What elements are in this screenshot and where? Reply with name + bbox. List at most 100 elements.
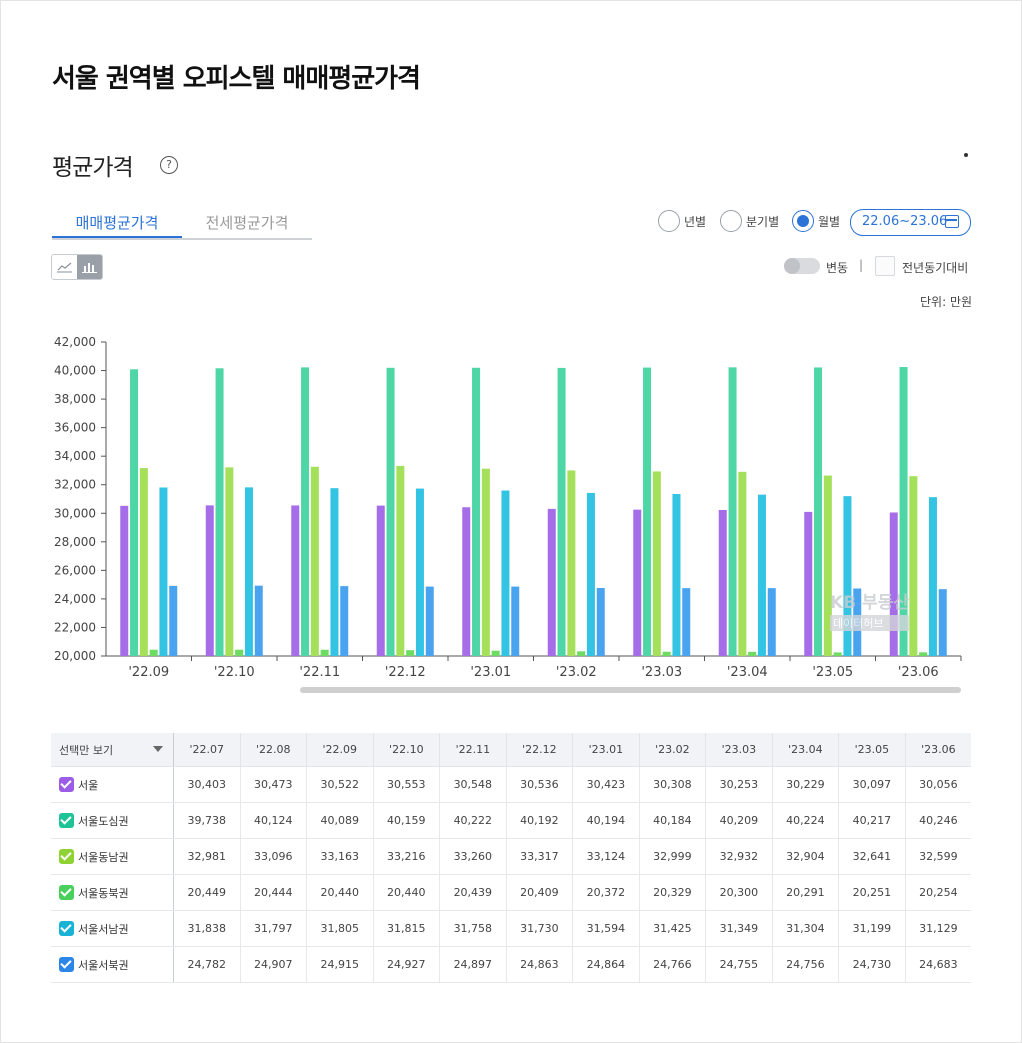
series-checkbox[interactable] bbox=[59, 849, 74, 864]
bar bbox=[130, 369, 139, 656]
bar bbox=[301, 367, 310, 656]
yoy-label: 전년동기대비 bbox=[902, 261, 969, 275]
controls-separator: | bbox=[859, 258, 864, 272]
table-cell: 30,522 bbox=[306, 766, 374, 803]
table-cell: 40,217 bbox=[838, 802, 906, 839]
series-name: 서울서북권 bbox=[78, 958, 129, 972]
y-tick-label: 32,000 bbox=[54, 478, 96, 492]
table-row: 서울서북권 24,782 24,907 24,915 24,927 24,897 24,86… bbox=[51, 946, 971, 983]
table-cell: 31,805 bbox=[306, 910, 374, 947]
menu-dot-icon[interactable] bbox=[964, 153, 968, 157]
bar bbox=[215, 368, 224, 656]
x-tick-label: '23.01 bbox=[470, 665, 511, 680]
table-cell: 31,838 bbox=[173, 910, 241, 947]
x-tick-label: '23.06 bbox=[898, 665, 939, 680]
table-cell: 30,097 bbox=[838, 766, 906, 803]
series-checkbox[interactable] bbox=[59, 921, 74, 936]
series-name: 서울동남권 bbox=[78, 850, 129, 864]
table-cell: 31,304 bbox=[771, 910, 839, 947]
series-checkbox[interactable] bbox=[59, 885, 74, 900]
series-checkbox[interactable] bbox=[59, 813, 74, 828]
table-cell: 24,927 bbox=[372, 946, 440, 983]
table-cell: 40,224 bbox=[771, 802, 839, 839]
table-header-month: '23.02 bbox=[638, 733, 706, 767]
y-tick-label: 30,000 bbox=[54, 506, 96, 520]
table-cell: 20,372 bbox=[572, 874, 640, 911]
bar-chart-icon bbox=[82, 263, 97, 273]
yoy-checkbox[interactable] bbox=[875, 256, 895, 276]
bar bbox=[225, 467, 234, 656]
bar bbox=[814, 367, 823, 656]
table-cell: 30,553 bbox=[372, 766, 440, 803]
bar bbox=[547, 508, 556, 656]
bar-chart: 20,000 22,000 24,000 26,000 28,000 30,000 32,0… bbox=[54, 335, 962, 680]
help-icon[interactable]: ? bbox=[160, 156, 178, 174]
table-cell: 20,329 bbox=[638, 874, 706, 911]
table-cell: 33,163 bbox=[306, 838, 374, 875]
bar-chart-button[interactable] bbox=[77, 255, 102, 279]
table-header-month: '23.01 bbox=[572, 733, 640, 767]
table-cell: 20,439 bbox=[439, 874, 507, 911]
radio-quarterly[interactable] bbox=[720, 210, 742, 232]
bar bbox=[425, 586, 434, 656]
table-cell: 32,932 bbox=[705, 838, 773, 875]
row-label-cell: 서울동남권 bbox=[51, 838, 174, 875]
page-title: 서울 권역별 오피스텔 매매평균가격 bbox=[52, 64, 421, 94]
date-range-picker[interactable]: 22.06~23.06 bbox=[850, 209, 971, 236]
table-cell: 20,291 bbox=[771, 874, 839, 911]
bar bbox=[728, 367, 737, 656]
table-cell: 30,473 bbox=[239, 766, 307, 803]
tab-sale-price[interactable]: 매매평균가격 bbox=[75, 214, 159, 232]
table-row: 서울동북권 20,449 20,444 20,440 20,440 20,439 20,40… bbox=[51, 874, 971, 911]
table-cell: 20,300 bbox=[705, 874, 773, 911]
table-cell: 31,349 bbox=[705, 910, 773, 947]
bar bbox=[406, 650, 415, 656]
select-only-dropdown[interactable]: 선택만 보기 bbox=[51, 733, 174, 767]
change-toggle-switch[interactable] bbox=[784, 258, 820, 274]
bar bbox=[718, 510, 727, 656]
bar bbox=[757, 494, 766, 656]
unit-label: 단위: 만원 bbox=[920, 295, 973, 309]
table-header-month: '23.05 bbox=[838, 733, 906, 767]
bar bbox=[919, 652, 928, 656]
series-checkbox[interactable] bbox=[59, 777, 74, 792]
row-label-cell: 서울서남권 bbox=[51, 910, 174, 947]
watermark-line1: KB 부동산 bbox=[830, 593, 909, 613]
table-cell: 40,159 bbox=[372, 802, 440, 839]
table-cell: 30,253 bbox=[705, 766, 773, 803]
table-row: 서울서남권 31,838 31,797 31,805 31,815 31,758 31,73… bbox=[51, 910, 971, 947]
table-cell: 20,449 bbox=[173, 874, 241, 911]
x-tick-label: '23.02 bbox=[556, 665, 597, 680]
bar bbox=[310, 466, 319, 656]
radio-monthly[interactable] bbox=[792, 210, 814, 232]
bar bbox=[235, 649, 244, 656]
table-cell: 30,423 bbox=[572, 766, 640, 803]
bar bbox=[149, 649, 158, 656]
bar bbox=[643, 367, 652, 656]
bar bbox=[396, 465, 405, 656]
tab-jeonse-price[interactable]: 전세평균가격 bbox=[205, 214, 289, 232]
bar bbox=[586, 492, 595, 656]
table-cell: 32,981 bbox=[173, 838, 241, 875]
radio-yearly[interactable] bbox=[658, 210, 680, 232]
y-tick-label: 36,000 bbox=[54, 421, 96, 435]
series-checkbox[interactable] bbox=[59, 957, 74, 972]
chart-type-toggle bbox=[51, 254, 103, 280]
table-cell: 31,758 bbox=[439, 910, 507, 947]
watermark-line2: 데이터허브 bbox=[830, 615, 909, 631]
table-cell: 24,683 bbox=[904, 946, 971, 983]
table-cell: 40,184 bbox=[638, 802, 706, 839]
bar bbox=[928, 497, 937, 656]
table-cell: 32,599 bbox=[904, 838, 971, 875]
line-chart-button[interactable] bbox=[52, 255, 77, 279]
bar bbox=[139, 468, 148, 656]
table-cell: 31,425 bbox=[638, 910, 706, 947]
x-tick-label: '22.12 bbox=[385, 665, 426, 680]
table-cell: 31,815 bbox=[372, 910, 440, 947]
y-tick-label: 40,000 bbox=[54, 364, 96, 378]
table-cell: 33,260 bbox=[439, 838, 507, 875]
bar bbox=[767, 588, 776, 656]
price-tabs: 매매평균가격 전세평균가격 bbox=[52, 208, 312, 240]
table-cell: 33,124 bbox=[572, 838, 640, 875]
chart-horizontal-scrollbar[interactable] bbox=[300, 687, 961, 693]
